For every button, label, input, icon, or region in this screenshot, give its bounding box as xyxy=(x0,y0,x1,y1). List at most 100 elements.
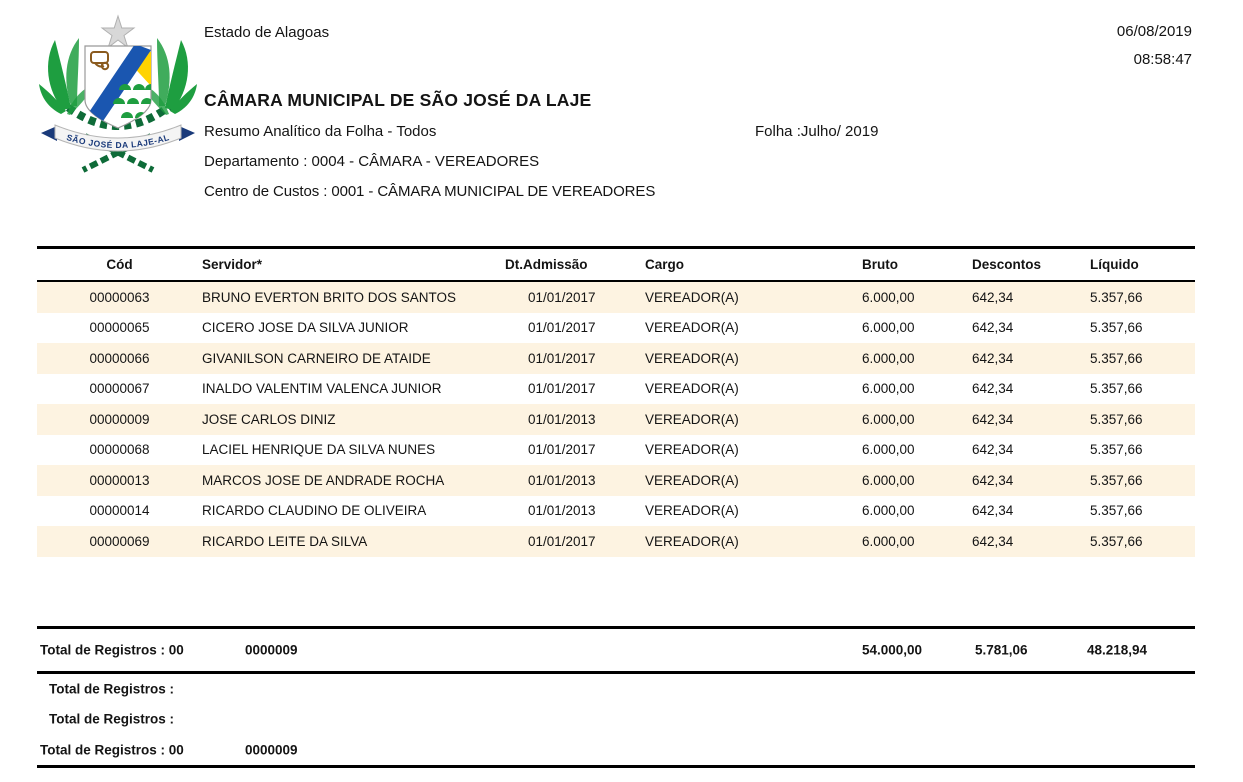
totals-footer-label: Total de Registros : 00 xyxy=(40,742,184,758)
cell-bruto: 6.000,00 xyxy=(862,533,915,549)
cell-servidor: INALDO VALENTIM VALENCA JUNIOR xyxy=(202,381,442,397)
cell-descontos: 642,34 xyxy=(972,411,1014,427)
shield-blue-band xyxy=(85,46,151,128)
cell-descontos: 642,34 xyxy=(972,503,1014,519)
cell-bruto: 6.000,00 xyxy=(862,350,915,366)
cell-liquido: 5.357,66 xyxy=(1090,289,1143,305)
cell-admissao: 01/01/2017 xyxy=(528,289,596,305)
cell-descontos: 642,34 xyxy=(972,442,1014,458)
cell-cargo: VEREADOR(A) xyxy=(645,320,739,336)
horizontal-rule xyxy=(37,246,1195,249)
cell-cod: 00000066 xyxy=(89,350,150,366)
cell-descontos: 642,34 xyxy=(972,289,1014,305)
totals-footer-row: Total de Registros : xyxy=(37,704,1195,734)
horizontal-rule xyxy=(37,764,1195,768)
cell-cod: 00000013 xyxy=(89,472,150,488)
totals-liquido: 48.218,94 xyxy=(1087,642,1148,658)
shield-ornament xyxy=(90,51,110,71)
cell-bruto: 6.000,00 xyxy=(862,442,915,458)
cell-admissao: 01/01/2013 xyxy=(528,411,596,427)
cell-descontos: 642,34 xyxy=(972,350,1014,366)
sheet-period: Folha :Julho/ 2019 xyxy=(755,123,879,140)
totals-footer-count: 0000009 xyxy=(245,742,298,758)
horizontal-rule xyxy=(37,626,1195,629)
table-row: 00000014 RICARDO CLAUDINO DE OLIVEIRA 01/0… xyxy=(37,496,1195,527)
col-header-descontos: Descontos xyxy=(972,257,1042,272)
cell-cod: 00000014 xyxy=(89,503,150,519)
cell-liquido: 5.357,66 xyxy=(1090,503,1143,519)
cell-servidor: BRUNO EVERTON BRITO DOS SANTOS xyxy=(202,289,457,305)
table-row: 00000013 MARCOS JOSE DE ANDRADE ROCHA 01/0… xyxy=(37,465,1195,496)
cell-cargo: VEREADOR(A) xyxy=(645,472,739,488)
cell-admissao: 01/01/2017 xyxy=(528,381,596,397)
ribbon-tip-right xyxy=(179,126,195,141)
cost-center-line: Centro de Custos : 0001 - CÂMARA MUNICIP… xyxy=(204,183,656,200)
payroll-table: Cód Servidor* Dt.Admissão Cargo Bruto De… xyxy=(37,246,1195,557)
totals-bruto: 54.000,00 xyxy=(862,642,923,658)
cell-servidor: LACIEL HENRIQUE DA SILVA NUNES xyxy=(202,442,436,458)
totals-label: Total de Registros : 00 xyxy=(40,642,184,658)
cell-servidor: MARCOS JOSE DE ANDRADE ROCHA xyxy=(202,472,445,488)
cell-liquido: 5.357,66 xyxy=(1090,533,1143,549)
cell-descontos: 642,34 xyxy=(972,472,1014,488)
page-title: CÂMARA MUNICIPAL DE SÃO JOSÉ DA LAJE xyxy=(204,90,592,110)
cell-cargo: VEREADOR(A) xyxy=(645,381,739,397)
col-header-bruto: Bruto xyxy=(862,257,898,272)
print-date: 06/08/2019 xyxy=(1116,23,1192,40)
table-row: 00000067 INALDO VALENTIM VALENCA JUNIOR 01… xyxy=(37,374,1195,405)
cell-descontos: 642,34 xyxy=(972,533,1014,549)
cell-admissao: 01/01/2013 xyxy=(528,472,596,488)
totals-section: Total de Registros : 00 0000009 54.000,0… xyxy=(37,626,1195,768)
totals-footer-label: Total de Registros : xyxy=(49,711,175,727)
horizontal-rule xyxy=(37,671,1195,674)
cell-admissao: 01/01/2013 xyxy=(528,503,596,519)
table-row: 00000063 BRUNO EVERTON BRITO DOS SANTOS 01… xyxy=(37,282,1195,313)
cell-admissao: 01/01/2017 xyxy=(528,320,596,336)
table-body: 00000063 BRUNO EVERTON BRITO DOS SANTOS 01… xyxy=(37,282,1195,557)
cell-cod: 00000069 xyxy=(89,533,150,549)
cell-bruto: 6.000,00 xyxy=(862,503,915,519)
report-name: Resumo Analítico da Folha - Todos xyxy=(204,123,437,140)
cell-admissao: 01/01/2017 xyxy=(528,350,596,366)
cell-descontos: 642,34 xyxy=(972,320,1014,336)
print-time: 08:58:47 xyxy=(1133,51,1192,68)
cell-bruto: 6.000,00 xyxy=(862,320,915,336)
col-header-admissao: Dt.Admissão xyxy=(505,257,588,272)
cell-cargo: VEREADOR(A) xyxy=(645,350,739,366)
col-header-servidor: Servidor* xyxy=(202,257,263,272)
cell-cargo: VEREADOR(A) xyxy=(645,289,739,305)
star xyxy=(100,14,136,49)
table-header-row: Cód Servidor* Dt.Admissão Cargo Bruto De… xyxy=(37,249,1195,280)
cell-cod: 00000063 xyxy=(89,289,150,305)
cell-bruto: 6.000,00 xyxy=(862,472,915,488)
cell-admissao: 01/01/2017 xyxy=(528,442,596,458)
cell-cod: 00000067 xyxy=(89,381,150,397)
table-row: 00000069 RICARDO LEITE DA SILVA 01/01/2017… xyxy=(37,526,1195,557)
col-header-cargo: Cargo xyxy=(645,257,685,272)
cell-cod: 00000068 xyxy=(89,442,150,458)
ribbon-tip-left xyxy=(41,126,57,141)
totals-count: 0000009 xyxy=(245,642,298,658)
col-header-cod: Cód xyxy=(106,257,133,272)
cell-cargo: VEREADOR(A) xyxy=(645,411,739,427)
cell-servidor: JOSE CARLOS DINIZ xyxy=(202,411,336,427)
municipal-coat-of-arms-icon: SÃO JOSÉ DA LAJE-AL xyxy=(33,10,203,175)
cell-bruto: 6.000,00 xyxy=(862,411,915,427)
cell-servidor: RICARDO LEITE DA SILVA xyxy=(202,533,368,549)
cell-servidor: RICARDO CLAUDINO DE OLIVEIRA xyxy=(202,503,427,519)
cell-bruto: 6.000,00 xyxy=(862,289,915,305)
table-row: 00000066 GIVANILSON CARNEIRO DE ATAIDE 01/… xyxy=(37,343,1195,374)
cell-cod: 00000065 xyxy=(89,320,150,336)
cell-cargo: VEREADOR(A) xyxy=(645,442,739,458)
totals-descontos: 5.781,06 xyxy=(975,642,1028,658)
totals-footer-label: Total de Registros : xyxy=(49,681,175,697)
cell-liquido: 5.357,66 xyxy=(1090,411,1143,427)
cell-descontos: 642,34 xyxy=(972,381,1014,397)
cell-cargo: VEREADOR(A) xyxy=(645,533,739,549)
table-row: 00000068 LACIEL HENRIQUE DA SILVA NUNES 01… xyxy=(37,435,1195,466)
horizontal-rule xyxy=(37,280,1195,282)
totals-footer-row: Total de Registros : 00 0000009 xyxy=(37,735,1195,765)
cell-admissao: 01/01/2017 xyxy=(528,533,596,549)
cell-cargo: VEREADOR(A) xyxy=(645,503,739,519)
totals-footer-row: Total de Registros : xyxy=(37,674,1195,704)
